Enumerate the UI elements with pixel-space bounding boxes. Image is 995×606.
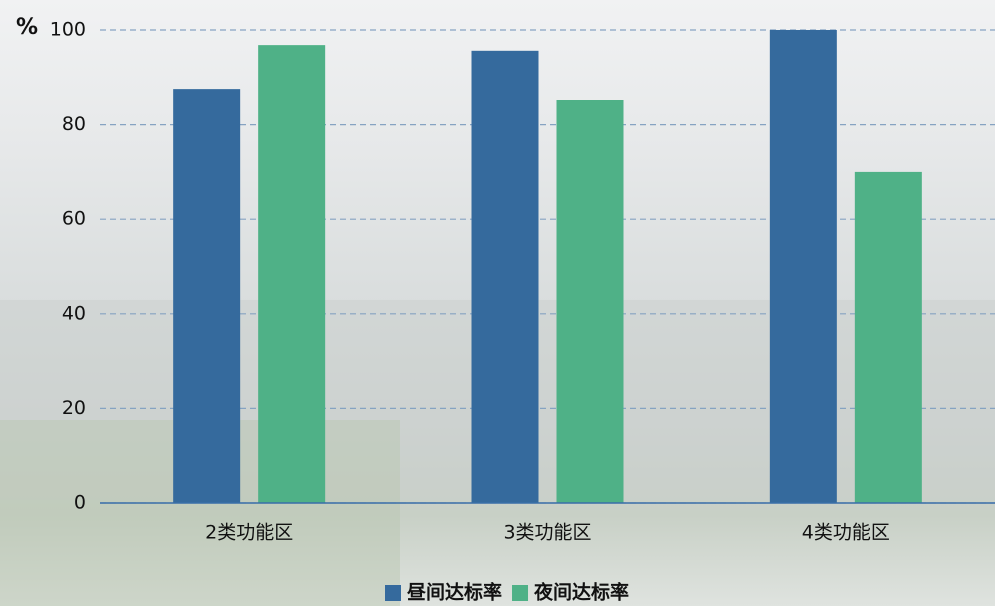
bar	[854, 171, 922, 503]
bar	[556, 100, 624, 503]
y-tick-label: 80	[62, 113, 86, 135]
legend-label: 昼间达标率	[407, 581, 502, 604]
y-tick-label: 60	[62, 208, 86, 230]
x-tick-label: 3类功能区	[503, 522, 591, 544]
legend-swatch	[512, 585, 529, 601]
y-axis-label: %	[16, 15, 38, 40]
y-tick-label: 0	[74, 492, 86, 514]
legend-label: 夜间达标率	[533, 581, 629, 604]
y-tick-label: 100	[50, 19, 86, 41]
bar	[471, 50, 539, 503]
legend-swatch	[385, 585, 401, 601]
x-tick-label: 2类功能区	[205, 522, 293, 544]
bar	[769, 30, 837, 503]
y-tick-label: 40	[62, 302, 86, 324]
bar	[173, 89, 241, 503]
x-tick-label: 4类功能区	[802, 522, 890, 544]
bar	[258, 45, 326, 504]
y-tick-label: 20	[62, 397, 86, 419]
